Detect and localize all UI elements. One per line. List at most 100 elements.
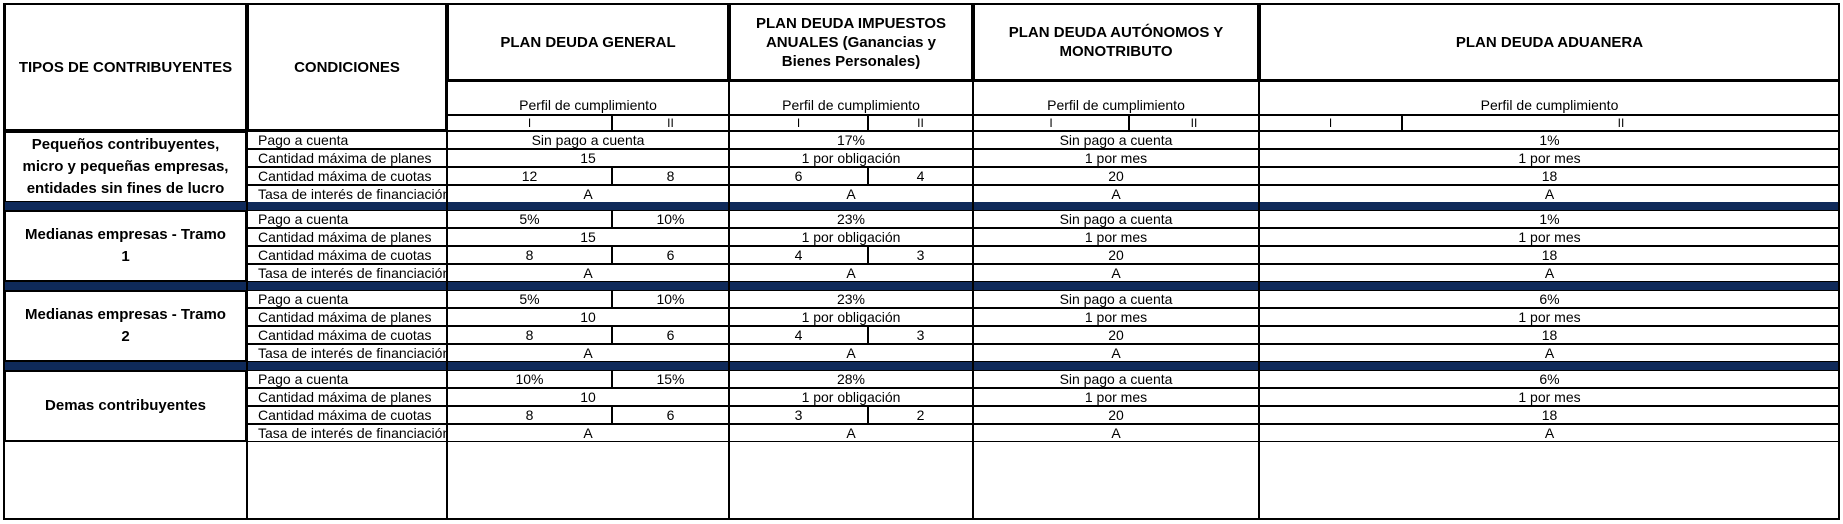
plan-general-value-i: 5%: [447, 290, 612, 308]
plan-general-value: 10: [447, 388, 729, 406]
plan-anuales-value: 17%: [729, 131, 973, 149]
plan-aduanera-value: 18: [1259, 406, 1840, 424]
plan-anuales-value-i: 6: [729, 167, 868, 185]
plan-anuales-value: 28%: [729, 370, 973, 388]
header-profile-ii: II: [1129, 115, 1259, 131]
column-rule: [246, 3, 248, 520]
header-plan-title: PLAN DEUDA GENERAL: [447, 3, 729, 81]
plan-anuales-value: 23%: [729, 210, 973, 228]
plan-anuales-value-i: 4: [729, 326, 868, 344]
plan-anuales-value: 1 por obligación: [729, 388, 973, 406]
plan-autonomos-value: 20: [973, 246, 1259, 264]
plan-aduanera-value: A: [1259, 185, 1840, 203]
header-profile-ii: II: [868, 115, 973, 131]
plan-aduanera-value: A: [1259, 424, 1840, 442]
plan-autonomos-value: 1 por mes: [973, 308, 1259, 326]
plan-anuales-value-ii: 3: [868, 326, 973, 344]
header-profile-i: I: [729, 115, 868, 131]
plan-anuales-value: A: [729, 185, 973, 203]
column-rule: [1258, 3, 1260, 520]
plan-general-value-i: 5%: [447, 210, 612, 228]
plan-autonomos-value: A: [973, 264, 1259, 282]
header-profile-i: I: [973, 115, 1129, 131]
plan-general-value-ii: 6: [612, 246, 729, 264]
condition-label: Cantidad máxima de planes: [247, 149, 447, 167]
plan-general-value-i: 12: [447, 167, 612, 185]
plan-autonomos-value: A: [973, 185, 1259, 203]
plan-autonomos-value: A: [973, 344, 1259, 362]
header-profile-ii: II: [612, 115, 729, 131]
column-rule: [446, 3, 448, 520]
plan-aduanera-value: 6%: [1259, 290, 1840, 308]
taxpayer-group-name: Demas contribuyentes: [4, 370, 247, 442]
plan-autonomos-value: 20: [973, 406, 1259, 424]
plan-anuales-value-ii: 2: [868, 406, 973, 424]
plan-aduanera-value: 1 por mes: [1259, 308, 1840, 326]
condition-label: Cantidad máxima de planes: [247, 228, 447, 246]
plan-autonomos-value: Sin pago a cuenta: [973, 131, 1259, 149]
table-bottom-rule: [4, 518, 1840, 520]
plan-general-value: Sin pago a cuenta: [447, 131, 729, 149]
plan-anuales-value: 1 por obligación: [729, 149, 973, 167]
plan-autonomos-value: Sin pago a cuenta: [973, 370, 1259, 388]
plan-aduanera-value: 18: [1259, 167, 1840, 185]
plan-autonomos-value: A: [973, 424, 1259, 442]
plan-anuales-value: 1 por obligación: [729, 228, 973, 246]
plan-anuales-value: 1 por obligación: [729, 308, 973, 326]
plan-general-value-ii: 6: [612, 326, 729, 344]
plan-autonomos-value: 1 por mes: [973, 228, 1259, 246]
plan-anuales-value-i: 3: [729, 406, 868, 424]
header-tipos-de-contribuyentes: TIPOS DE CONTRIBUYENTES: [4, 3, 247, 131]
plan-autonomos-value: 20: [973, 167, 1259, 185]
group-separator: [4, 362, 1840, 370]
plan-general-value-ii: 6: [612, 406, 729, 424]
condition-label: Pago a cuenta: [247, 131, 447, 149]
plan-general-value: 15: [447, 149, 729, 167]
group-separator: [4, 202, 1840, 210]
plan-autonomos-value: 1 por mes: [973, 388, 1259, 406]
header-plan-title: PLAN DEUDA IMPUESTOS ANUALES (Ganancias …: [729, 3, 973, 81]
header-profile-i: I: [447, 115, 612, 131]
plan-anuales-value-i: 4: [729, 246, 868, 264]
plan-anuales-value: A: [729, 344, 973, 362]
plan-general-value-ii: 10%: [612, 210, 729, 228]
condition-label: Cantidad máxima de cuotas: [247, 326, 447, 344]
plan-general-value-i: 10%: [447, 370, 612, 388]
plan-general-value: A: [447, 424, 729, 442]
plan-general-value-ii: 15%: [612, 370, 729, 388]
condition-label: Pago a cuenta: [247, 290, 447, 308]
group-separator: [4, 282, 1840, 290]
plan-aduanera-value: 1 por mes: [1259, 388, 1840, 406]
plan-aduanera-value: 18: [1259, 326, 1840, 344]
plan-general-value: A: [447, 344, 729, 362]
payment-plans-table: TIPOS DE CONTRIBUYENTES CONDICIONES PLAN D…: [3, 3, 1840, 520]
plan-general-value-ii: 10%: [612, 290, 729, 308]
plan-aduanera-value: A: [1259, 264, 1840, 282]
taxpayer-group-name: Medianas empresas - Tramo 1: [4, 210, 247, 282]
taxpayer-group-name: Medianas empresas - Tramo 2: [4, 290, 247, 362]
condition-label: Pago a cuenta: [247, 210, 447, 228]
plan-aduanera-value: 6%: [1259, 370, 1840, 388]
condition-label: Pago a cuenta: [247, 370, 447, 388]
plan-general-value-i: 8: [447, 326, 612, 344]
taxpayer-group-name: Pequeños contribuyentes, micro y pequeña…: [4, 131, 247, 203]
header-plan-title: PLAN DEUDA ADUANERA: [1259, 3, 1840, 81]
condition-label: Tasa de interés de financiación: [247, 185, 447, 203]
header-plan-title: PLAN DEUDA AUTÓNOMOS Y MONOTRIBUTO: [973, 3, 1259, 81]
condition-label: Tasa de interés de financiación: [247, 264, 447, 282]
header-profile-ii: II: [1402, 115, 1840, 131]
plan-aduanera-value: A: [1259, 344, 1840, 362]
plan-aduanera-value: 18: [1259, 246, 1840, 264]
column-rule: [728, 3, 730, 520]
plan-autonomos-value: 1 por mes: [973, 149, 1259, 167]
plan-general-value-i: 8: [447, 246, 612, 264]
condition-label: Cantidad máxima de planes: [247, 388, 447, 406]
plan-anuales-value: A: [729, 264, 973, 282]
header-perfil-de-cumplimiento: Perfil de cumplimiento: [1259, 81, 1840, 115]
plan-aduanera-value: 1%: [1259, 210, 1840, 228]
header-perfil-de-cumplimiento: Perfil de cumplimiento: [447, 81, 729, 115]
plan-anuales-value-ii: 3: [868, 246, 973, 264]
plan-general-value: 10: [447, 308, 729, 326]
column-rule: [972, 3, 974, 520]
plan-general-value: A: [447, 264, 729, 282]
